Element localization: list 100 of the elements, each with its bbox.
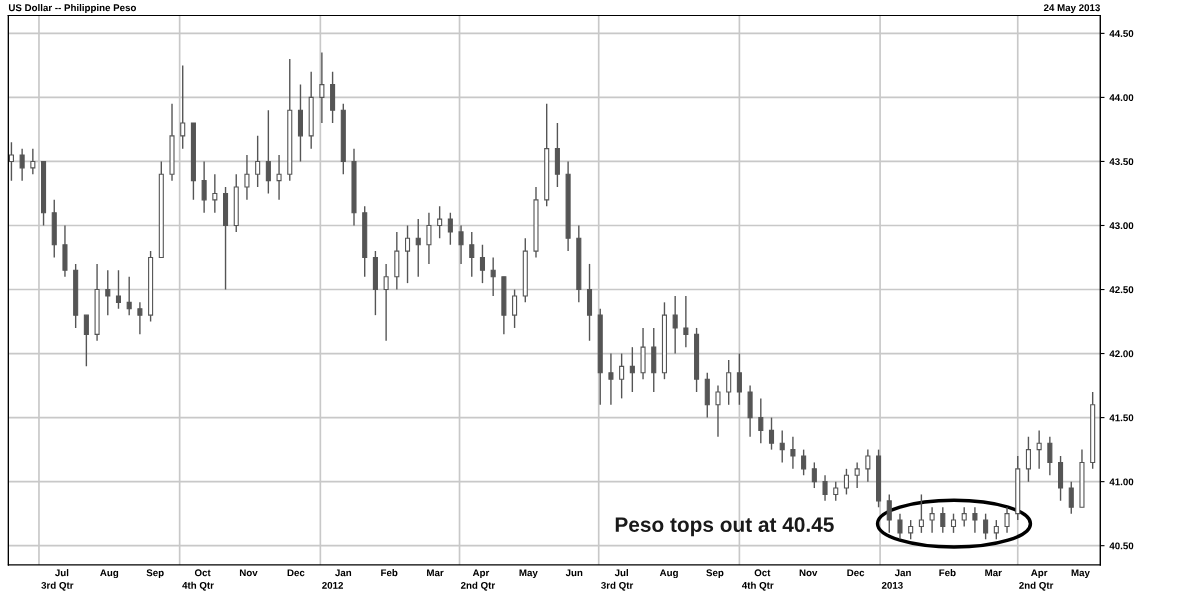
y-tick-label: 43.50 [1109,158,1134,166]
x-tick-label: May [519,569,538,579]
y-tick-label: 41.00 [1109,478,1134,486]
candlestick [415,218,421,278]
x-tick-label: Nov [799,569,818,577]
x-tick-label: Oct [194,569,211,577]
candlestick [276,154,282,201]
x2-tick-label: 2012 [322,581,344,589]
y-tick-label: 42.00 [1109,350,1134,358]
candlestick [801,448,807,476]
candlestick [212,173,218,214]
candlestick [265,109,271,195]
x-tick-label: Jul [614,569,628,577]
candlestick [426,211,432,265]
candlestick [137,301,143,336]
x2-tick-label: 2nd Qtr [1019,581,1054,591]
candlestick [672,295,678,355]
candlestick [30,147,36,175]
candlestick [629,346,635,393]
candlestick [1004,506,1010,534]
candlestick [19,147,25,182]
x-tick-label: Sep [146,569,164,579]
candlestick [768,416,775,451]
x2-tick-label: 3rd Qtr [41,581,74,591]
x-tick-label: Feb [939,569,956,577]
x-tick-label: Sep [706,569,724,579]
y-tick-label: 41.50 [1109,414,1134,422]
x-tick-label: May [1071,569,1090,579]
x-tick-label: Nov [239,569,258,577]
x-tick-label: Aug [659,569,678,579]
candlestick [758,397,764,444]
candlestick [458,224,464,265]
y-tick-label: 44.50 [1109,30,1134,37]
candlestick [790,436,796,470]
candlestick [479,244,486,284]
x-tick-label: Jan [335,569,352,577]
candlestick [1025,436,1031,483]
candlestick [736,352,742,406]
x-tick-label: Aug [100,569,119,579]
x-tick-label: Apr [472,569,490,579]
x-tick-label: Mar [427,569,444,577]
candlestick [726,359,732,406]
candlestick [929,506,935,534]
candlestick [115,269,122,310]
y-tick-label: 42.50 [1109,286,1134,294]
candlestick [854,461,860,489]
candlestick [469,231,475,278]
candlestick [608,352,614,406]
candlestick [811,461,817,489]
x-tick-label: Jun [565,569,583,577]
x-tick-label: Jan [894,569,911,577]
candlestick [822,474,828,502]
y-tick-label: 43.00 [1109,222,1134,230]
candlestick [437,205,443,239]
x2-tick-label: 4th Qtr [741,581,774,591]
candlestick [993,519,999,540]
candlestick [715,384,721,438]
candlestick [512,288,518,329]
candlestick [201,160,207,214]
x-tick-label: Oct [754,569,771,577]
candlestick [383,263,389,342]
candlestick [843,468,849,496]
candlestick [619,352,625,400]
candlestick [126,276,132,316]
candlestick [319,51,325,124]
candlestick [833,480,839,502]
x2-tick-label: 2013 [881,581,903,589]
candlestick [1068,480,1074,515]
y-tick-label: 44.00 [1109,94,1134,102]
candlestick [83,314,89,368]
candlestick [244,154,250,201]
candlestick [983,512,989,540]
x-tick-label: Jul [55,569,69,577]
x2-tick-label: 2nd Qtr [460,581,496,591]
candlestick [940,506,946,534]
chart-subtitle: 24 May 2013 [1043,4,1100,14]
candlestick [865,448,871,483]
candlestick [180,64,186,150]
y-tick-label: 40.50 [1109,542,1134,550]
x2-tick-label: 4th Qtr [182,581,214,591]
candlestick [490,256,496,297]
chart-title: US Dollar -- Philippine Peso [8,4,137,14]
candlestick [972,506,978,534]
candlestick [1036,429,1042,470]
candlestick [950,512,957,534]
x-tick-label: Dec [287,569,305,577]
candlestick [404,224,411,284]
x-tick-label: Dec [847,569,865,577]
candlestick [8,141,14,182]
candlestick [897,512,903,540]
candlestick [961,506,967,528]
candlestick [105,269,111,316]
candlestick [683,295,689,348]
x-tick-label: Feb [381,569,398,577]
candlestick [779,429,785,464]
candlestick [918,493,924,534]
x-tick-label: Mar [985,569,1002,577]
x2-tick-label: 3rd Qtr [601,581,634,591]
annotation: Peso tops out at 40.45 [615,517,834,537]
candlestick [908,519,914,540]
